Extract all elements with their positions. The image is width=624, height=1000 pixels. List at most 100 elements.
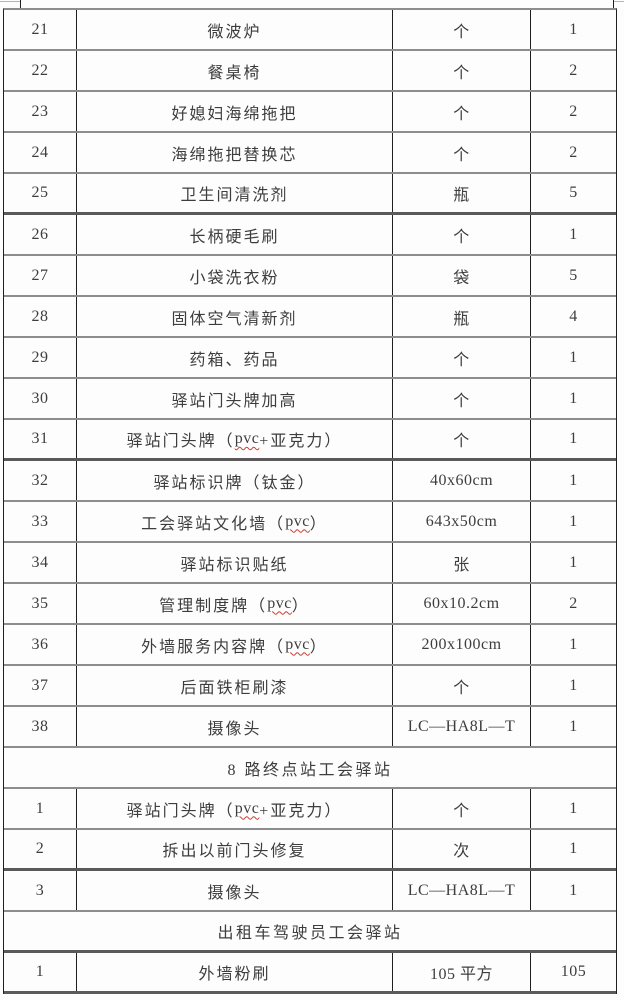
name-text: 微波炉 bbox=[207, 23, 262, 41]
cell-no: 2 bbox=[4, 830, 77, 868]
cell-qty: 2 bbox=[569, 61, 578, 79]
cell-no: 22 bbox=[4, 51, 77, 90]
cell-qty: 1 bbox=[569, 20, 578, 38]
cell-name: 小袋洗衣粉 bbox=[77, 256, 393, 295]
cell-name: 驿站标识贴纸 bbox=[77, 543, 393, 582]
name-text: 驿站门头牌加高 bbox=[171, 392, 298, 410]
cell-no: 38 bbox=[4, 707, 77, 746]
cell-name: 管理制度牌（ pvc） bbox=[77, 584, 393, 623]
name-text: 外墙服务内容牌（ bbox=[141, 638, 286, 656]
table-row: 23 好媳妇海绵拖把 个 2 bbox=[4, 92, 616, 133]
crop-artifact-right-rule bbox=[613, 0, 615, 8]
cell-qty: 1 bbox=[569, 717, 578, 735]
cell-no: 25 bbox=[4, 174, 77, 212]
cell-name: 药箱、药品 bbox=[77, 338, 393, 377]
cell-name: 驿站门头牌（ pvc +亚克力） bbox=[77, 420, 393, 458]
cell-qty: 2 bbox=[569, 594, 578, 612]
cell-name: 驿站门头牌加高 bbox=[77, 379, 393, 418]
table-row: 38 摄像头 LC—HA8L—T 1 bbox=[4, 707, 616, 748]
cell-no: 29 bbox=[4, 338, 77, 377]
cell-qty: 4 bbox=[569, 307, 578, 325]
table-row: 33 工会驿站文化墙（ pvc） 643x50cm 1 bbox=[4, 502, 616, 543]
cell-no: 36 bbox=[4, 625, 77, 664]
cell-name: 海绵拖把替换芯 bbox=[77, 133, 393, 172]
cell-qty: 1 bbox=[569, 471, 578, 489]
table-row: 1 驿站门头牌（ pvc +亚克力）个 1 bbox=[4, 789, 616, 830]
cell-qty: 1 bbox=[569, 553, 578, 571]
cell-name: 卫生间清洗剂 bbox=[77, 174, 393, 212]
name-text: 外墙粉刷 bbox=[198, 966, 271, 983]
crop-artifact-top-left-line bbox=[0, 1, 20, 2]
cell-no: 27 bbox=[4, 256, 77, 295]
name-text: +亚克力） bbox=[259, 433, 343, 450]
table-row: 35 管理制度牌（ pvc） 60x10.2cm 2 bbox=[4, 584, 616, 625]
table-row: 2 拆出以前门头修复 次 1 bbox=[4, 830, 616, 871]
cell-spec: 个 bbox=[393, 215, 531, 254]
cell-spec: 个 bbox=[393, 338, 531, 377]
table-row: 34 驿站标识贴纸 张 1 bbox=[4, 543, 616, 584]
section-title: 出租车驾驶员工会驿站 bbox=[217, 925, 403, 942]
cell-name: 外墙服务内容牌（ pvc） bbox=[77, 625, 393, 664]
misspelled-word: pvc bbox=[285, 512, 310, 530]
name-text: 拆出以前门头修复 bbox=[162, 843, 307, 860]
cell-spec: 个 bbox=[393, 133, 531, 172]
table-row: 32 驿站标识牌（钛金） 40x60cm 1 bbox=[4, 461, 616, 502]
section-title: 8 路终点站工会驿站 bbox=[227, 761, 393, 779]
cell-no: 33 bbox=[4, 502, 77, 541]
cell-no: 35 bbox=[4, 584, 77, 623]
cell-spec: 个 bbox=[393, 92, 531, 131]
cell-name: 微波炉 bbox=[77, 10, 393, 49]
cell-spec: 瓶 bbox=[393, 297, 531, 336]
name-text: 药箱、药品 bbox=[189, 351, 280, 369]
cell-no: 24 bbox=[4, 133, 77, 172]
cell-spec: 200x100cm bbox=[393, 625, 531, 664]
table-row: 22 餐桌椅 个 2 bbox=[4, 51, 616, 92]
table-row: 25 卫生间清洗剂 瓶 5 bbox=[4, 174, 616, 215]
cell-qty: 1 bbox=[569, 512, 578, 530]
name-text: 海绵拖把替换芯 bbox=[171, 146, 298, 164]
cell-qty: 105 bbox=[560, 963, 587, 980]
name-text: 摄像头 bbox=[207, 884, 262, 902]
cell-name: 好媳妇海绵拖把 bbox=[77, 92, 393, 131]
cell-spec: 个 bbox=[393, 379, 531, 418]
table-row: 30 驿站门头牌加高 个 1 bbox=[4, 379, 616, 420]
cell-no: 30 bbox=[4, 379, 77, 418]
misspelled-word: pvc bbox=[285, 635, 310, 653]
cell-name: 餐桌椅 bbox=[77, 51, 393, 90]
table-row: 1 外墙粉刷 105 平方 105 bbox=[4, 953, 616, 994]
crop-artifact-top-right-line bbox=[613, 1, 624, 2]
cell-spec: 个 bbox=[393, 666, 531, 705]
cell-spec: 张 bbox=[393, 543, 531, 582]
cell-qty: 2 bbox=[569, 143, 578, 161]
cell-name: 工会驿站文化墙（ pvc） bbox=[77, 502, 393, 541]
misspelled-word: pvc bbox=[234, 799, 260, 817]
name-text: 餐桌椅 bbox=[207, 64, 262, 82]
name-text: 驿站标识牌（钛金） bbox=[153, 474, 316, 492]
cell-name: 摄像头 bbox=[77, 707, 393, 746]
name-text: 驿站门头牌（ bbox=[126, 802, 235, 820]
cell-qty: 1 bbox=[569, 881, 578, 899]
cell-no: 3 bbox=[4, 871, 77, 910]
cell-spec: 袋 bbox=[393, 256, 531, 295]
table-row: 27 小袋洗衣粉 袋 5 bbox=[4, 256, 616, 297]
name-text: 长柄硬毛刷 bbox=[189, 228, 280, 246]
section-row: 出租车驾驶员工会驿站 bbox=[4, 912, 616, 953]
cell-name: 驿站门头牌（ pvc +亚克力） bbox=[77, 789, 393, 828]
cell-name: 后面铁柜刷漆 bbox=[77, 666, 393, 705]
cell-no: 31 bbox=[4, 420, 77, 458]
cell-name: 外墙粉刷 bbox=[77, 953, 393, 991]
cell-no: 23 bbox=[4, 92, 77, 131]
cell-spec: LC—HA8L—T bbox=[393, 707, 531, 746]
cell-qty: 1 bbox=[569, 676, 578, 694]
name-text: 固体空气清新剂 bbox=[171, 310, 298, 328]
table-row: 24 海绵拖把替换芯 个 2 bbox=[4, 133, 616, 174]
name-text: ） bbox=[309, 638, 328, 656]
misspelled-word: pvc bbox=[234, 430, 260, 447]
cell-qty: 2 bbox=[569, 102, 578, 120]
table-row: 3 摄像头 LC—HA8L—T 1 bbox=[4, 871, 616, 912]
cell-spec: 105 平方 bbox=[393, 953, 531, 991]
cell-spec: 643x50cm bbox=[393, 502, 531, 541]
table-row: 21 微波炉 个 1 bbox=[4, 10, 616, 51]
cell-qty: 1 bbox=[569, 430, 578, 447]
name-text: 卫生间清洗剂 bbox=[180, 187, 289, 204]
